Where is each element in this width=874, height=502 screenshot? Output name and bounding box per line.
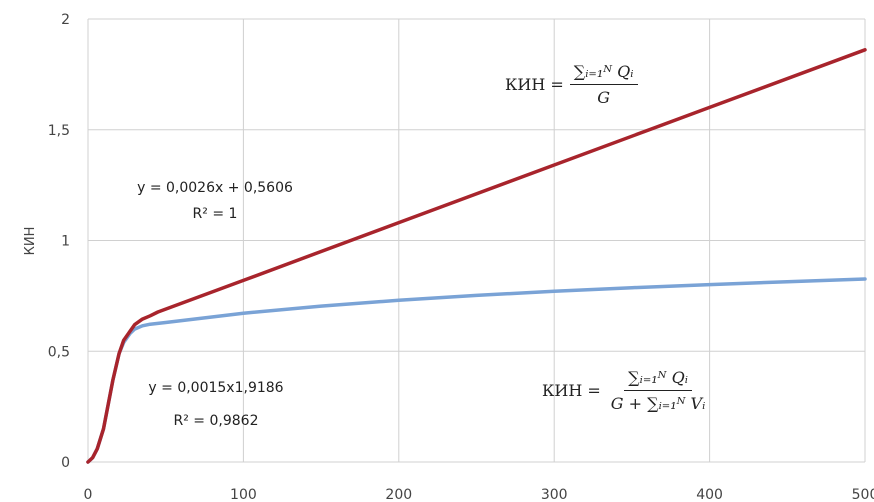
formula-bottom-fraction: ∑ᵢ₌₁ᴺ Qᵢ G + ∑ᵢ₌₁ᴺ Vᵢ (607, 368, 710, 413)
x-tick-label: 200 (385, 487, 412, 502)
formula-top-denominator: G (597, 88, 611, 107)
y-tick-label: 2 (61, 12, 70, 28)
power-r2-label: R² = 0,9862 (174, 413, 259, 429)
y-axis-label: КИН (23, 227, 38, 256)
x-tick-labels: 0 100 200 300 400 500 (84, 487, 874, 502)
formula-bottom-denominator: G + ∑ᵢ₌₁ᴺ Vᵢ (610, 394, 706, 413)
formula-top-numerator: ∑ᵢ₌₁ᴺ Qᵢ (569, 62, 638, 85)
formula-top-fraction: ∑ᵢ₌₁ᴺ Qᵢ G (569, 62, 638, 107)
y-tick-labels: 0 0,5 1 1,5 2 (48, 12, 70, 471)
series-line-0 (86, 277, 867, 464)
grid (87, 18, 866, 463)
series-line-1 (86, 48, 867, 464)
formula-top: КИН = ∑ᵢ₌₁ᴺ Qᵢ G (505, 62, 638, 107)
linear-r2-label: R² = 1 (193, 206, 238, 222)
x-tick-label: 100 (230, 487, 257, 502)
formula-bottom: КИН = ∑ᵢ₌₁ᴺ Qᵢ G + ∑ᵢ₌₁ᴺ Vᵢ (542, 368, 709, 413)
x-tick-label: 400 (696, 487, 723, 502)
formula-bottom-lhs: КИН = (542, 381, 601, 400)
formula-bottom-numerator: ∑ᵢ₌₁ᴺ Qᵢ (624, 368, 692, 391)
y-tick-label: 1,5 (48, 123, 70, 139)
series-lines (86, 48, 867, 464)
power-equation-label: y = 0,0015x1,9186 (148, 380, 283, 396)
y-tick-label: 1 (61, 234, 70, 250)
formula-top-lhs: КИН = (505, 75, 564, 94)
y-tick-label: 0,5 (48, 344, 70, 360)
x-tick-label: 300 (541, 487, 568, 502)
linear-equation-label: y = 0,0026x + 0,5606 (137, 180, 293, 196)
x-tick-label: 0 (84, 487, 93, 502)
x-tick-label: 500 (852, 487, 874, 502)
y-tick-label: 0 (61, 455, 70, 471)
